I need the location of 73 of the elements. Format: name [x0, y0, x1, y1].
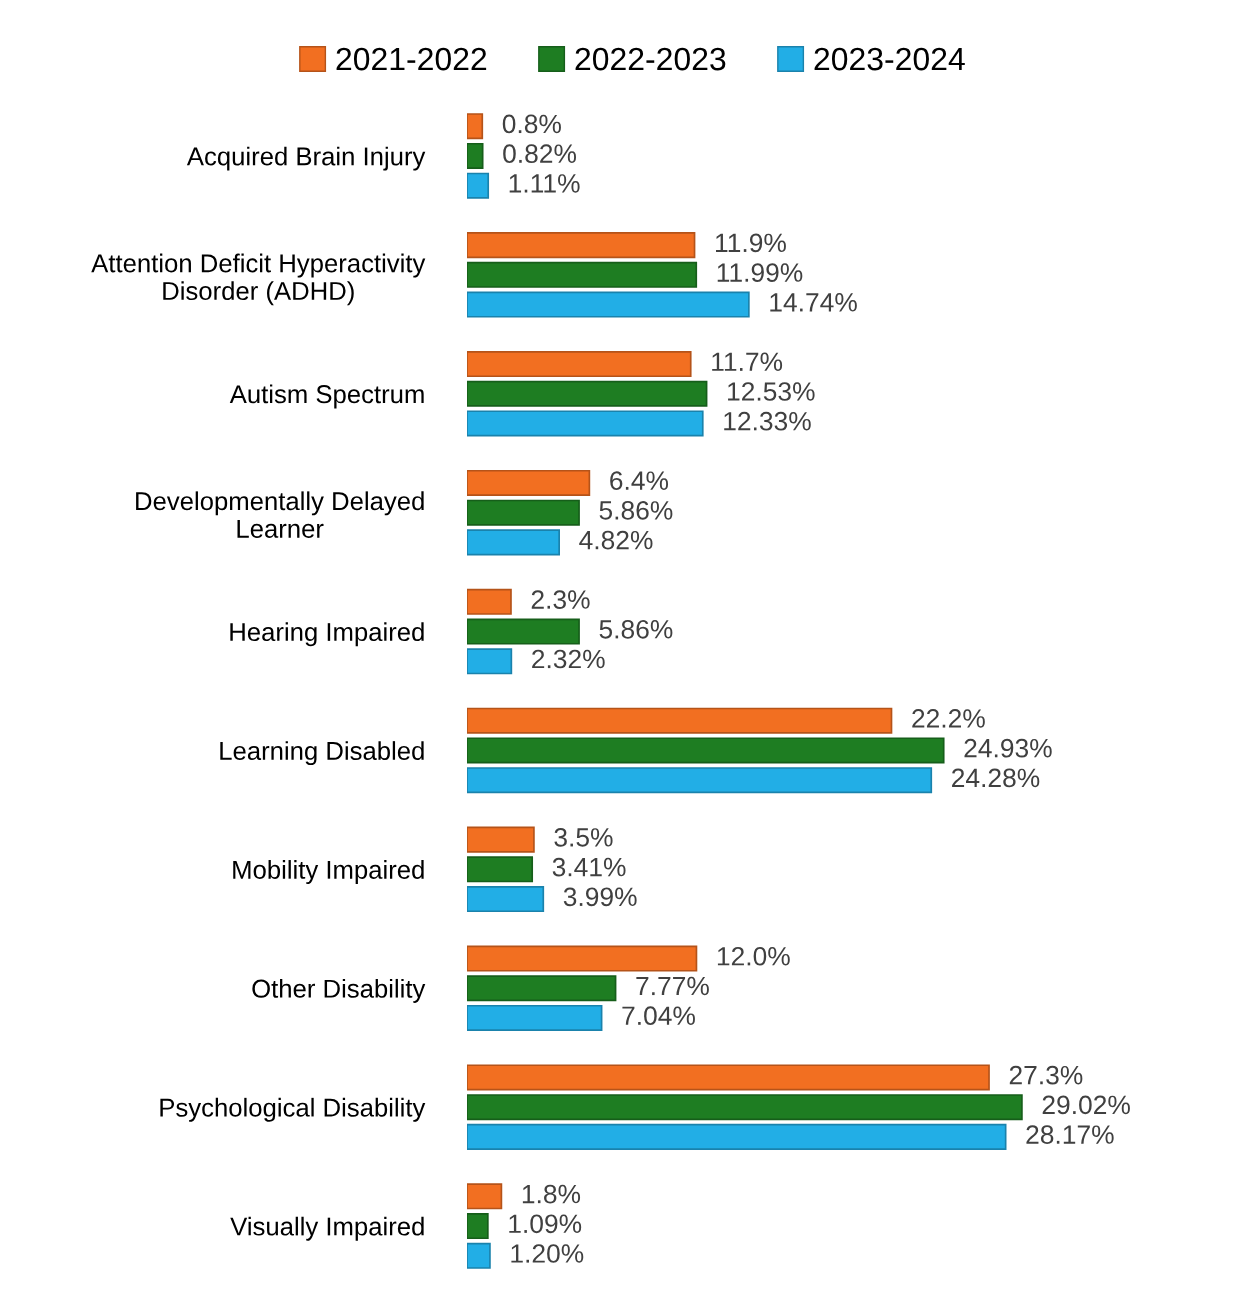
- bar: [467, 1064, 990, 1091]
- bar: [467, 737, 945, 764]
- y-tick-label: Developmentally Delayed Learner: [136, 491, 424, 538]
- bar: [467, 1213, 489, 1240]
- y-tick-label: Mobility Impaired: [233, 860, 424, 884]
- bar: [467, 648, 513, 675]
- data-label: 2.32%: [532, 649, 605, 669]
- bar: [467, 856, 534, 883]
- data-label: 24.93%: [964, 738, 1052, 758]
- bar: [467, 1094, 1023, 1121]
- bar: [467, 410, 704, 437]
- data-label: 11.99%: [717, 263, 803, 282]
- bar: [467, 767, 933, 794]
- y-tick-label: Learning Disabled: [220, 741, 424, 766]
- y-tick-label: Other Disability: [252, 978, 426, 1003]
- y-tick-label: Autism Spectrum: [229, 384, 424, 409]
- data-label: 1.11%: [509, 174, 580, 193]
- y-tick-label: Hearing Impaired: [230, 622, 424, 647]
- data-label: 1.20%: [511, 1244, 584, 1263]
- data-label: 3.99%: [563, 887, 637, 907]
- bar: [467, 1123, 1007, 1150]
- data-label: 12.0%: [717, 946, 790, 966]
- legend-label: 2022-2023: [575, 47, 726, 71]
- data-label: 6.4%: [610, 471, 669, 491]
- bar: [467, 232, 696, 259]
- data-label: 29.02%: [1042, 1095, 1130, 1115]
- data-label: 3.5%: [554, 828, 613, 847]
- bar: [467, 945, 698, 972]
- data-label: 4.82%: [579, 530, 653, 550]
- bar: [467, 529, 561, 556]
- data-label: 1.8%: [522, 1184, 581, 1204]
- bar: [467, 618, 580, 645]
- bar: [467, 1183, 503, 1210]
- data-label: 0.8%: [502, 114, 561, 134]
- legend-label: 2023-2024: [814, 47, 965, 71]
- bar: [467, 826, 535, 853]
- data-label: 11.9%: [716, 233, 786, 253]
- data-label: 11.7%: [712, 352, 783, 372]
- bar: [467, 142, 484, 169]
- bar: [467, 707, 893, 734]
- bar: [467, 499, 580, 526]
- y-tick-label: Visually Impaired: [230, 1216, 424, 1241]
- bar: [467, 261, 698, 288]
- bar: [467, 1004, 603, 1031]
- y-tick-label: Acquired Brain Injury: [186, 146, 426, 171]
- data-label: 5.86%: [599, 501, 673, 520]
- data-label: 28.17%: [1026, 1125, 1114, 1144]
- data-label: 14.74%: [770, 293, 857, 312]
- data-label: 27.3%: [1009, 1065, 1083, 1085]
- data-label: 5.86%: [599, 619, 673, 639]
- bar: [467, 113, 484, 140]
- y-tick-label: Psychological Disability: [160, 1097, 426, 1122]
- data-label: 0.82%: [503, 144, 577, 164]
- bar: [467, 380, 708, 407]
- data-label: 2.3%: [531, 590, 590, 609]
- data-label: 3.41%: [552, 857, 626, 877]
- bar: [467, 886, 545, 913]
- y-tick-label: Attention Deficit Hyperactivity Disorder (ADHD): [91, 253, 426, 306]
- bar: [467, 588, 512, 615]
- data-label: 12.33%: [724, 411, 811, 431]
- data-label: 22.2%: [912, 709, 985, 728]
- bar: [467, 291, 750, 318]
- bar: [467, 351, 692, 378]
- bar: [467, 1242, 491, 1269]
- bar: [467, 172, 490, 199]
- data-label: 7.04%: [622, 1006, 695, 1026]
- bar: [467, 975, 617, 1002]
- data-label: 7.77%: [636, 976, 709, 996]
- data-label: 1.09%: [509, 1214, 582, 1234]
- bar: [467, 469, 591, 496]
- data-label: 12.53%: [728, 382, 815, 401]
- legend-label: 2021-2022: [336, 47, 487, 71]
- data-label: 24.28%: [952, 768, 1040, 788]
